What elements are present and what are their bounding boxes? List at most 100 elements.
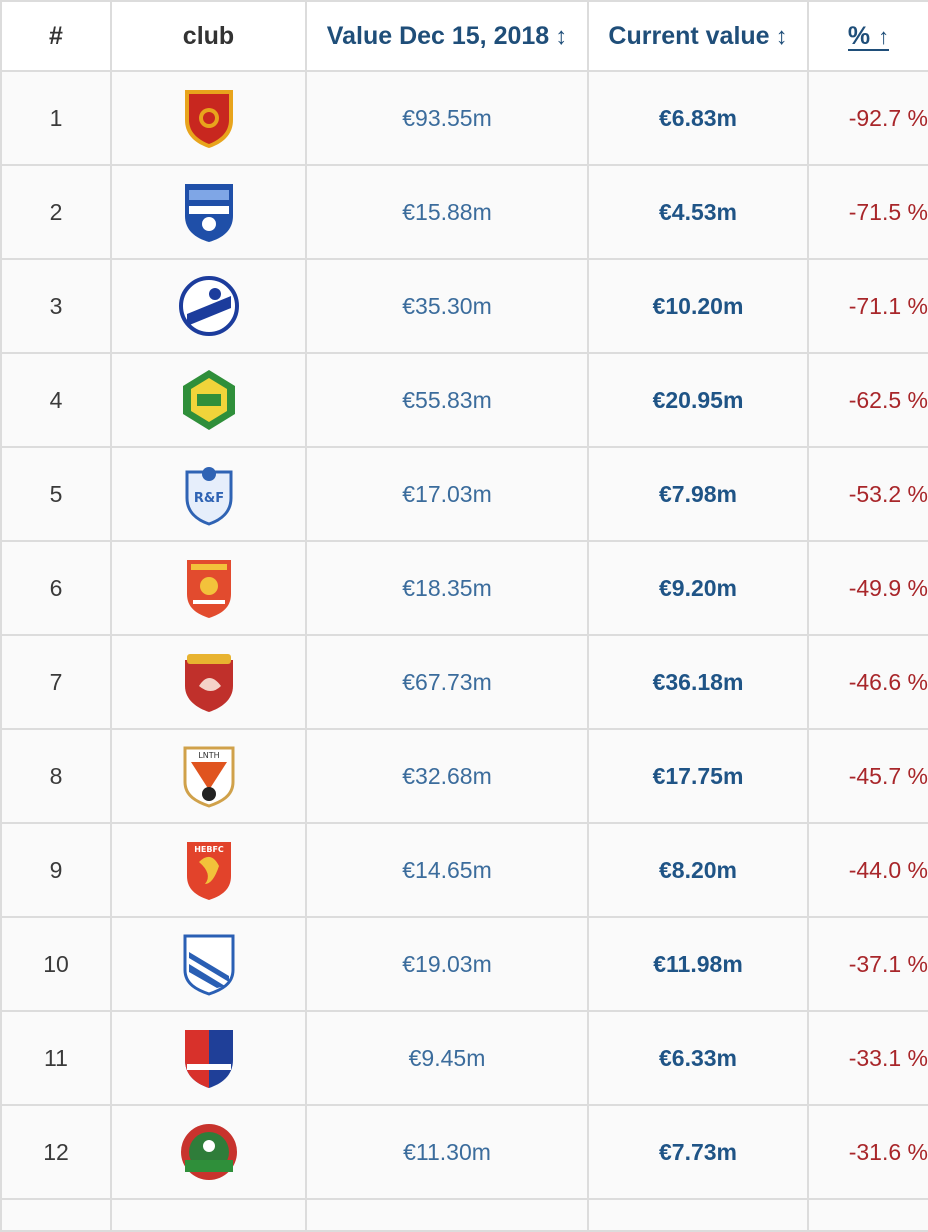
value-dec-cell: €35.30m	[305, 258, 589, 354]
table-row: 6 €18.35m €9.20m -49.9 %	[0, 540, 928, 636]
club-cell[interactable]	[110, 1010, 307, 1106]
tianjin-tianhai-crest[interactable]	[177, 274, 241, 338]
rank-cell: 3	[0, 258, 112, 354]
club-cell[interactable]	[110, 164, 307, 260]
sort-ascending-icon[interactable]: ↑	[878, 23, 890, 49]
table-row: 8 LNTH €32.68m €17.75m -45.7 %	[0, 728, 928, 824]
dalian-yifang-crest[interactable]	[177, 180, 241, 244]
table-row: 11 €9.45m €6.33m -33.1 %	[0, 1010, 928, 1106]
table-header-row: # club Value Dec 15, 2018 ↕ Current value…	[0, 0, 928, 72]
empty-cell	[807, 1198, 928, 1232]
tianjin-teda-crest[interactable]	[177, 1026, 241, 1090]
percent-header-label: %	[847, 21, 871, 50]
club-cell[interactable]: R&F	[110, 446, 307, 542]
club-cell[interactable]	[110, 540, 307, 636]
value-dec-cell: €32.68m	[305, 728, 589, 824]
shanghai-shenhua-crest[interactable]	[177, 932, 241, 996]
current-value-cell: €36.18m	[587, 634, 809, 730]
current-value-cell: €9.20m	[587, 540, 809, 636]
percent-header[interactable]: % ↑	[807, 0, 928, 72]
percent-change-cell: -37.1 %	[807, 916, 928, 1012]
table-row: 3 €35.30m €10.20m -71.1 %	[0, 258, 928, 354]
percent-change-cell: -71.5 %	[807, 164, 928, 260]
table-row-partial	[0, 1198, 928, 1232]
rank-cell: 7	[0, 634, 112, 730]
rank-cell: 4	[0, 352, 112, 448]
crest-lettering: R&F	[193, 491, 223, 506]
club-cell[interactable]	[110, 70, 307, 166]
guangzhou-rf-crest[interactable]: R&F	[177, 462, 241, 526]
percent-change-cell: -45.7 %	[807, 728, 928, 824]
current-value-cell: €20.95m	[587, 352, 809, 448]
value-dec-cell: €55.83m	[305, 352, 589, 448]
rank-cell: 5	[0, 446, 112, 542]
current-value-cell: €6.33m	[587, 1010, 809, 1106]
guangzhou-evergrande-crest[interactable]	[177, 86, 241, 150]
sort-both-icon[interactable]: ↕	[775, 22, 788, 50]
value-dec-cell: €19.03m	[305, 916, 589, 1012]
shandong-luneng-crest[interactable]: LNTH	[177, 744, 241, 808]
rank-cell: 1	[0, 70, 112, 166]
rank-cell: 11	[0, 1010, 112, 1106]
rank-cell: 10	[0, 916, 112, 1012]
rank-cell: 12	[0, 1104, 112, 1200]
club-cell[interactable]	[110, 258, 307, 354]
table-row: 10 €19.03m €11.98m -37.1 %	[0, 916, 928, 1012]
value-dec-cell: €17.03m	[305, 446, 589, 542]
value-dec-cell: €9.45m	[305, 1010, 589, 1106]
percent-change-cell: -33.1 %	[807, 1010, 928, 1106]
shenzhen-fc-crest[interactable]	[177, 1120, 241, 1184]
table-row: 4 €55.83m €20.95m -62.5 %	[0, 352, 928, 448]
table-row: 1 €93.55m €6.83m -92.7 %	[0, 70, 928, 166]
rank-header: #	[0, 0, 112, 72]
percent-sort-link[interactable]: % ↑	[847, 21, 890, 51]
club-cell[interactable]	[110, 1104, 307, 1200]
current-value-cell: €6.83m	[587, 70, 809, 166]
sort-both-icon[interactable]: ↕	[555, 22, 568, 50]
percent-change-cell: -53.2 %	[807, 446, 928, 542]
empty-cell	[0, 1198, 112, 1232]
club-cell[interactable]	[110, 916, 307, 1012]
table-row: 9 HEBFC €14.65m €8.20m -44.0 %	[0, 822, 928, 918]
crest-lettering: LNTH	[198, 751, 219, 760]
rank-cell: 2	[0, 164, 112, 260]
club-cell[interactable]: LNTH	[110, 728, 307, 824]
beijing-guoan-crest[interactable]	[177, 368, 241, 432]
chongqing-lifan-crest[interactable]	[177, 556, 241, 620]
value-dec-header-label: Value Dec 15, 2018	[326, 21, 550, 50]
percent-change-cell: -92.7 %	[807, 70, 928, 166]
empty-cell	[110, 1198, 307, 1232]
club-cell[interactable]	[110, 352, 307, 448]
value-dec-cell: €11.30m	[305, 1104, 589, 1200]
current-value-cell: €4.53m	[587, 164, 809, 260]
rank-cell: 8	[0, 728, 112, 824]
table-row: 5 R&F €17.03m €7.98m -53.2 %	[0, 446, 928, 542]
current-value-header-label: Current value	[608, 21, 770, 50]
value-dec-cell: €93.55m	[305, 70, 589, 166]
hebei-fc-crest[interactable]: HEBFC	[177, 838, 241, 902]
empty-cell	[305, 1198, 589, 1232]
table-body: 1 €93.55m €6.83m -92.7 % 2 €15.88m €4.53m -71.5…	[0, 70, 928, 1232]
percent-change-cell: -62.5 %	[807, 352, 928, 448]
value-dec-cell: €14.65m	[305, 822, 589, 918]
current-value-cell: €7.73m	[587, 1104, 809, 1200]
percent-change-cell: -44.0 %	[807, 822, 928, 918]
current-value-cell: €10.20m	[587, 258, 809, 354]
club-cell[interactable]	[110, 634, 307, 730]
rank-cell: 9	[0, 822, 112, 918]
table-row: 7 €67.73m €36.18m -46.6 %	[0, 634, 928, 730]
shanghai-sipg-crest[interactable]	[177, 650, 241, 714]
value-dec-cell: €67.73m	[305, 634, 589, 730]
value-dec-header[interactable]: Value Dec 15, 2018 ↕	[305, 0, 589, 72]
crest-lettering: HEBFC	[194, 845, 224, 854]
empty-cell	[587, 1198, 809, 1232]
value-dec-cell: €18.35m	[305, 540, 589, 636]
club-cell[interactable]: HEBFC	[110, 822, 307, 918]
current-value-cell: €7.98m	[587, 446, 809, 542]
current-value-cell: €8.20m	[587, 822, 809, 918]
current-value-header[interactable]: Current value ↕	[587, 0, 809, 72]
rank-cell: 6	[0, 540, 112, 636]
table-row: 2 €15.88m €4.53m -71.5 %	[0, 164, 928, 260]
table-row: 12 €11.30m €7.73m -31.6 %	[0, 1104, 928, 1200]
